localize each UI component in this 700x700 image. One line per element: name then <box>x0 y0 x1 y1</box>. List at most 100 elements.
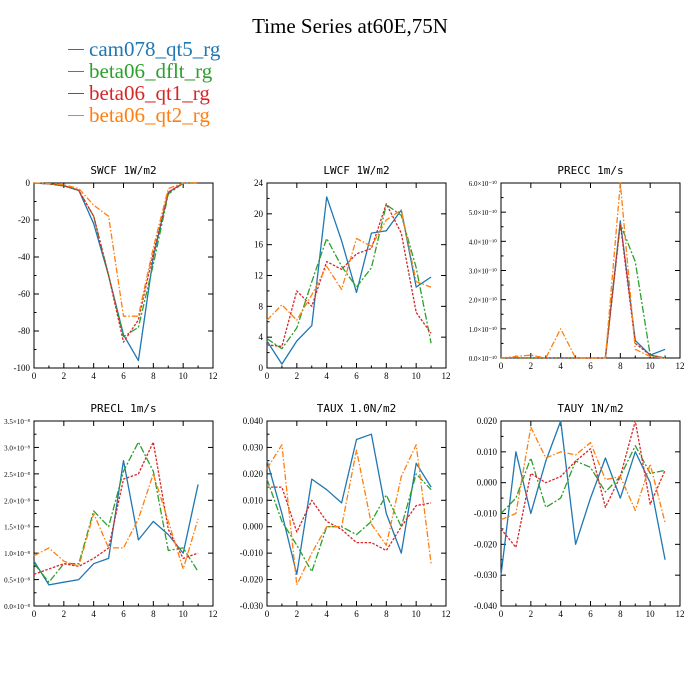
panel-title-precc: PRECC 1m/s <box>557 164 623 177</box>
y-tick-label: 2.0×10⁻⁸ <box>4 497 30 505</box>
x-tick-label: 6 <box>121 609 126 619</box>
x-tick-label: 6 <box>588 609 593 619</box>
y-tick-label: 3.0×10⁻⁸ <box>4 444 30 452</box>
y-tick-label: -0.020 <box>474 539 498 549</box>
x-tick-label: 2 <box>62 609 67 619</box>
legend-swatch <box>68 114 84 116</box>
x-tick-label: 2 <box>295 371 300 381</box>
y-tick-label: -0.010 <box>240 548 264 558</box>
series-line-beta06_qt1_rg <box>33 182 199 343</box>
x-tick-label: 12 <box>209 609 218 619</box>
y-tick-label: 0 <box>26 178 31 188</box>
y-tick-label: -0.040 <box>474 601 498 611</box>
legend-label: beta06_qt2_rg <box>89 103 210 127</box>
x-tick-label: 6 <box>354 371 359 381</box>
y-tick-label: 3.0×10⁻¹⁰ <box>469 268 497 276</box>
x-tick-label: 0 <box>499 609 504 619</box>
y-tick-label: 1.0×10⁻¹⁰ <box>469 326 497 334</box>
y-tick-label: -60 <box>18 289 30 299</box>
x-tick-label: 2 <box>529 361 534 371</box>
y-tick-label: 4.0×10⁻¹⁰ <box>469 238 497 246</box>
x-tick-label: 0 <box>32 371 37 381</box>
series-line-cam078_qt5_rg <box>33 459 199 586</box>
series-line-cam078_qt5_rg <box>33 182 199 362</box>
y-tick-label: -0.030 <box>240 601 264 611</box>
x-tick-label: 8 <box>151 609 156 619</box>
x-tick-label: 0 <box>265 609 270 619</box>
series-line-cam078_qt5_rg <box>266 433 432 575</box>
panel-title-taux: TAUX 1.0N/m2 <box>317 402 396 415</box>
series-line-beta06_qt1_rg <box>500 420 666 549</box>
y-tick-label: 0.000 <box>477 478 498 488</box>
series-line-cam078_qt5_rg <box>501 220 666 359</box>
y-tick-label: -20 <box>18 215 30 225</box>
series-line-beta06_qt1_rg <box>266 203 432 348</box>
y-tick-label: 0.020 <box>243 469 264 479</box>
legend-swatch <box>68 70 84 72</box>
panel-title-precl: PRECL 1m/s <box>90 402 156 415</box>
x-tick-label: 8 <box>384 609 389 619</box>
legend-item-dflt: beta06_dflt_rg <box>68 60 220 82</box>
x-tick-label: 10 <box>646 361 656 371</box>
series-line-beta06_dflt_rg <box>500 445 666 514</box>
y-tick-label: 2.5×10⁻⁸ <box>4 471 30 479</box>
panel-precc: PRECC 1m/s 0 2 4 6 8 10 12 0.0×10⁻¹⁰ 1.0×10⁻¹⁰ 2.0… <box>469 164 685 371</box>
plot-frame <box>33 420 214 607</box>
y-tick-label: 12 <box>254 271 263 281</box>
x-tick-label: 10 <box>179 371 189 381</box>
panel-taux: TAUX 1.0N/m2 0 2 4 6 8 10 12 -0.030 -0.020 -0.010 0… <box>240 402 451 619</box>
series-line-beta06_qt2_rg <box>266 444 432 586</box>
y-tick-label: 4 <box>259 332 264 342</box>
y-tick-label: 0 <box>259 363 264 373</box>
plot-frame <box>266 420 447 607</box>
series-line-beta06_qt1_rg <box>267 486 432 552</box>
x-tick-label: 12 <box>676 361 685 371</box>
series-line-beta06_qt2_rg <box>33 182 199 317</box>
panel-swcf: SWCF 1W/m2 0 2 4 6 8 10 12 -100 -80 -60 -40 -20 0 <box>14 164 218 381</box>
x-tick-label: 4 <box>91 609 96 619</box>
y-tick-label: 0.5×10⁻⁸ <box>4 577 30 585</box>
series-line-beta06_dflt_rg <box>33 441 199 583</box>
x-tick-label: 2 <box>295 609 300 619</box>
x-tick-label: 12 <box>676 609 685 619</box>
x-tick-label: 4 <box>324 609 329 619</box>
series-line-beta06_dflt_rg <box>501 223 666 359</box>
y-tick-label: 5.0×10⁻¹⁰ <box>469 209 497 217</box>
x-tick-label: 8 <box>151 371 156 381</box>
x-tick-label: 0 <box>32 609 37 619</box>
y-tick-label: -100 <box>14 363 31 373</box>
y-tick-label: 8 <box>259 301 264 311</box>
x-tick-label: 6 <box>354 609 359 619</box>
x-tick-label: 4 <box>91 371 96 381</box>
x-tick-label: 2 <box>62 371 67 381</box>
x-tick-label: 8 <box>618 609 623 619</box>
series-line-cam078_qt5_rg <box>266 196 432 365</box>
series-line-beta06_qt2_rg <box>33 473 199 570</box>
legend-item-qt1: beta06_qt1_rg <box>68 82 220 104</box>
panel-tauy: TAUY 1N/m2 0 2 4 6 8 10 12 -0.040 -0.030 -0.020 -0.… <box>474 402 685 619</box>
x-tick-label: 10 <box>412 609 422 619</box>
legend-swatch <box>68 92 84 94</box>
y-tick-label: 16 <box>254 240 264 250</box>
y-tick-label: -80 <box>18 326 30 336</box>
x-tick-label: 10 <box>179 609 189 619</box>
x-tick-label: 10 <box>412 371 422 381</box>
x-tick-label: 4 <box>558 361 563 371</box>
y-tick-label: 0.000 <box>243 522 264 532</box>
legend-label: beta06_qt1_rg <box>89 81 210 105</box>
y-tick-label: 0.030 <box>243 442 264 452</box>
x-tick-label: 12 <box>442 371 451 381</box>
x-tick-label: 8 <box>384 371 389 381</box>
series-line-beta06_dflt_rg <box>266 203 432 350</box>
legend-item-cam078: cam078_qt5_rg <box>68 38 220 60</box>
panel-title-lwcf: LWCF 1W/m2 <box>323 164 389 177</box>
y-tick-label: -40 <box>18 252 30 262</box>
x-tick-label: 4 <box>324 371 329 381</box>
x-tick-label: 8 <box>618 361 623 371</box>
y-tick-label: -0.010 <box>474 509 498 519</box>
y-tick-label: 0.010 <box>243 495 264 505</box>
y-tick-label: 0.010 <box>477 447 498 457</box>
y-tick-label: 0.020 <box>477 416 498 426</box>
